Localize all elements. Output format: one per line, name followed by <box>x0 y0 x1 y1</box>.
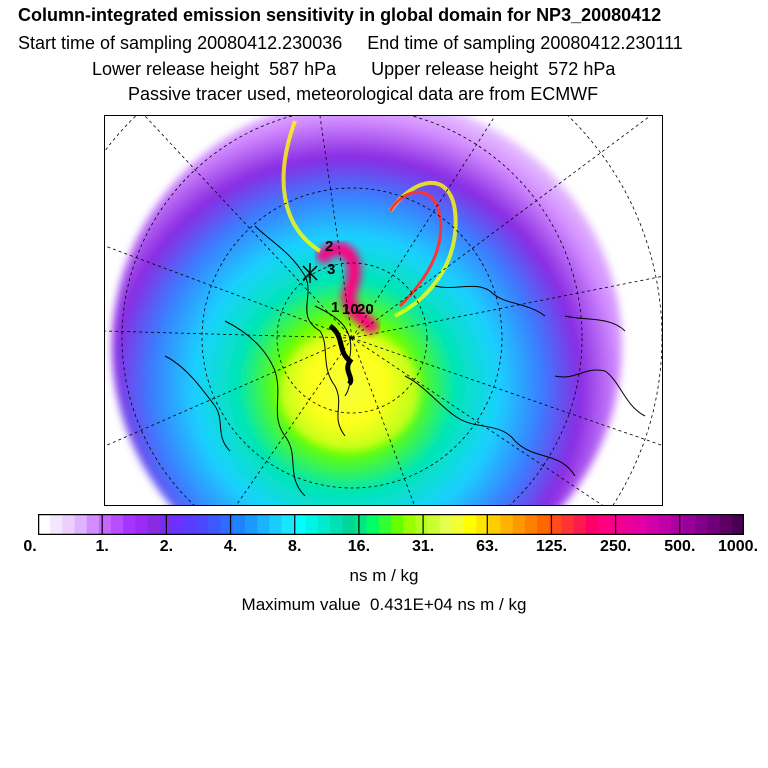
colorbar-tick-label: 4. <box>223 538 238 555</box>
colorbar-swatch <box>354 514 368 535</box>
colorbar-swatch <box>695 514 709 535</box>
colorbar-swatch <box>719 514 733 535</box>
colorbar-swatch <box>573 514 587 535</box>
maximum-value: Maximum value 0.431E+04 ns m / kg <box>241 595 527 614</box>
colorbar-tick-label: 2. <box>159 538 174 555</box>
colorbar-swatch <box>86 514 100 535</box>
colorbar-swatch <box>147 514 161 535</box>
colorbar-tick-label: 125. <box>535 538 568 555</box>
release-location-marker <box>302 263 318 283</box>
colorbar-swatch <box>62 514 76 535</box>
colorbar-swatch <box>111 514 124 535</box>
colorbar-swatch <box>622 514 636 535</box>
colorbar-tick-label: 250. <box>600 538 632 555</box>
colorbar-tick-label: 1. <box>95 538 109 555</box>
colorbar-swatch <box>330 514 343 535</box>
colorbar-swatch <box>451 514 465 535</box>
colorbar-swatch <box>123 514 136 535</box>
colorbar-swatch <box>317 514 331 535</box>
colorbar-swatch <box>391 514 404 535</box>
colorbar-swatch <box>476 514 489 535</box>
trajectory-label: 20 <box>357 301 374 318</box>
colorbar-border <box>38 514 744 535</box>
colorbar-swatch <box>488 514 502 535</box>
plume-band <box>314 241 381 336</box>
trajectory-label: 3 <box>327 261 335 278</box>
coastlines <box>164 225 646 497</box>
sensitivity-field <box>112 116 622 505</box>
colorbar-swatch <box>524 514 538 535</box>
release-height-line: Lower release height 587 hPa Upper relea… <box>92 59 616 79</box>
colorbar-swatch <box>74 514 88 535</box>
trajectory-label: 1 <box>331 299 339 316</box>
colorbar-swatch <box>220 514 234 535</box>
colorbar-swatch <box>403 514 416 535</box>
colorbar-swatch <box>610 514 623 535</box>
colorbar-swatch <box>257 514 270 535</box>
colorbar-unit: ns m / kg <box>349 566 419 585</box>
colorbar-swatch <box>464 514 477 535</box>
colorbar-tick-label: 8. <box>288 538 302 555</box>
colorbar-swatch <box>269 514 283 535</box>
plume-arc-outer <box>281 120 458 318</box>
colorbar-swatch <box>196 514 210 535</box>
colorbar-swatch <box>561 514 575 535</box>
colorbar-swatch <box>281 514 295 535</box>
colorbar-tick-label: 1000. <box>717 538 759 555</box>
colorbar-swatch <box>439 514 453 535</box>
colorbar <box>38 514 744 535</box>
colorbar-swatch <box>585 514 599 535</box>
colorbar-swatch <box>232 514 246 535</box>
trajectory-label: 10 <box>342 301 359 318</box>
latitude-circles <box>105 116 662 505</box>
colorbar-tick-label: 63. <box>476 538 499 555</box>
colorbar-swatch <box>427 514 441 535</box>
emission-sensitivity-map: 2 3 1 10 20 <box>104 115 663 506</box>
colorbar-swatch <box>208 514 222 535</box>
colorbar-swatch <box>707 514 721 535</box>
trajectory-label: 2 <box>325 238 333 255</box>
colorbar-swatch <box>597 514 611 535</box>
colorbar-swatch <box>512 514 526 535</box>
colorbar-tick-label: 0. <box>23 538 37 555</box>
colorbar-swatch <box>98 514 112 535</box>
colorbar-swatch <box>305 514 319 535</box>
colorbar-tick-label: 16. <box>347 538 371 555</box>
map-svg: 2 3 1 10 20 <box>105 116 662 505</box>
colorbar-swatch <box>658 514 672 535</box>
colorbar-swatch <box>500 514 514 535</box>
colorbar-swatch <box>731 514 744 535</box>
colorbar-swatch <box>50 514 63 535</box>
colorbar-swatch <box>184 514 197 535</box>
colorbar-swatch <box>670 514 684 535</box>
colorbar-swatch <box>293 514 307 535</box>
colorbar-swatch <box>549 514 563 535</box>
sampling-time-line: Start time of sampling 20080412.230036 E… <box>18 33 683 53</box>
colorbar-swatch <box>366 514 380 535</box>
colorbar-swatch <box>683 514 696 535</box>
colorbar-swatch <box>244 514 258 535</box>
colorbar-swatch <box>342 514 356 535</box>
colorbar-tick-label: 31. <box>411 538 435 555</box>
trajectory-labels: 2 3 1 10 20 <box>325 238 374 318</box>
colorbar-swatch <box>537 514 550 535</box>
colorbar-tick-label: 500. <box>664 538 696 555</box>
high-sensitivity-region <box>280 331 420 451</box>
plot-title: Column-integrated emission sensitivity i… <box>18 5 662 25</box>
colorbar-swatch <box>171 514 185 535</box>
meridian-lines <box>105 116 662 505</box>
colorbar-swatch <box>38 514 51 535</box>
trajectory-cluster <box>328 323 354 386</box>
colorbar-swatch <box>415 514 429 535</box>
colorbar-swatch <box>646 514 660 535</box>
tracer-info-line: Passive tracer used, meteorological data… <box>128 84 599 104</box>
colorbar-swatch <box>634 514 648 535</box>
colorbar-swatch <box>378 514 392 535</box>
colorbar-swatch <box>135 514 149 535</box>
